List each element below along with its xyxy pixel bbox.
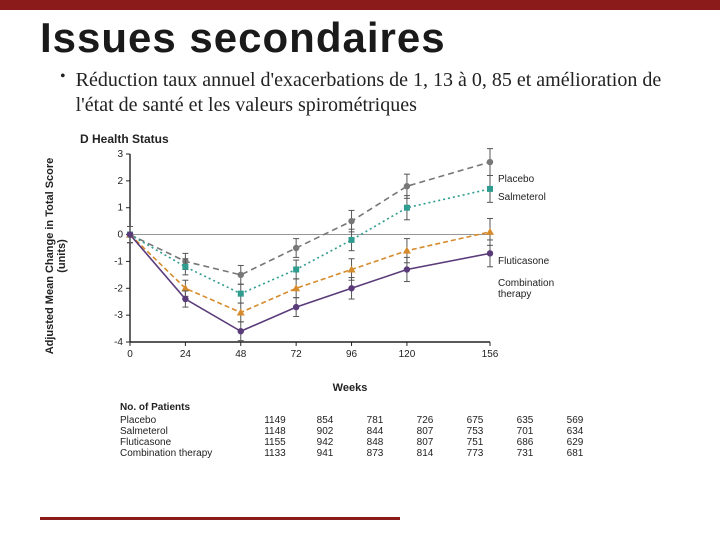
cell: 807 bbox=[400, 437, 450, 448]
panel-d-label: D Health Status bbox=[80, 132, 660, 146]
accent-bottom-bar bbox=[40, 517, 400, 520]
table-row: Placebo1149854781726675635569 bbox=[120, 415, 660, 426]
table-title: No. of Patients bbox=[120, 402, 660, 413]
cell: 634 bbox=[550, 426, 600, 437]
cell: 751 bbox=[450, 437, 500, 448]
chart-area: Adjusted Mean Change in Total Score (uni… bbox=[90, 146, 610, 366]
svg-text:24: 24 bbox=[180, 349, 192, 360]
cell: 854 bbox=[300, 415, 350, 426]
patients-table: No. of Patients Placebo11498547817266756… bbox=[120, 402, 660, 459]
cell: 942 bbox=[300, 437, 350, 448]
cell: 1149 bbox=[250, 415, 300, 426]
row-label: Combination therapy bbox=[120, 448, 250, 459]
cell: 814 bbox=[400, 448, 450, 459]
row-label: Placebo bbox=[120, 415, 250, 426]
row-label: Salmeterol bbox=[120, 426, 250, 437]
svg-text:-2: -2 bbox=[114, 283, 123, 294]
cell: 681 bbox=[550, 448, 600, 459]
cell: 941 bbox=[300, 448, 350, 459]
cell: 807 bbox=[400, 426, 450, 437]
svg-text:96: 96 bbox=[346, 349, 358, 360]
cell: 848 bbox=[350, 437, 400, 448]
slide-title: Issues secondaires bbox=[0, 10, 720, 68]
cell: 873 bbox=[350, 448, 400, 459]
figure-panel: D Health Status Adjusted Mean Change in … bbox=[80, 132, 660, 459]
cell: 1155 bbox=[250, 437, 300, 448]
legend-label-combination-therapy: Combinationtherapy bbox=[498, 278, 554, 300]
cell: 569 bbox=[550, 415, 600, 426]
row-label: Fluticasone bbox=[120, 437, 250, 448]
cell: 1148 bbox=[250, 426, 300, 437]
svg-text:-3: -3 bbox=[114, 310, 123, 321]
cell: 701 bbox=[500, 426, 550, 437]
cell: 686 bbox=[500, 437, 550, 448]
cell: 1133 bbox=[250, 448, 300, 459]
cell: 902 bbox=[300, 426, 350, 437]
bullet-dot: • bbox=[60, 68, 66, 118]
table-row: Combination therapy113394187381477373168… bbox=[120, 448, 660, 459]
y-axis-label-line2: (units) bbox=[56, 239, 68, 273]
cell: 773 bbox=[450, 448, 500, 459]
svg-text:3: 3 bbox=[117, 149, 123, 160]
svg-text:2: 2 bbox=[117, 176, 123, 187]
cell: 629 bbox=[550, 437, 600, 448]
bullet-block: • Réduction taux annuel d'exacerbations … bbox=[0, 68, 720, 118]
svg-text:-4: -4 bbox=[114, 337, 123, 348]
y-axis-label-line1: Adjusted Mean Change in Total Score bbox=[44, 158, 56, 355]
svg-text:1: 1 bbox=[117, 203, 123, 214]
svg-text:48: 48 bbox=[235, 349, 247, 360]
table-row: Salmeterol1148902844807753701634 bbox=[120, 426, 660, 437]
cell: 635 bbox=[500, 415, 550, 426]
cell: 726 bbox=[400, 415, 450, 426]
svg-text:0: 0 bbox=[117, 230, 123, 241]
svg-text:0: 0 bbox=[127, 349, 133, 360]
legend-label-salmeterol: Salmeterol bbox=[498, 192, 546, 203]
bullet-text: Réduction taux annuel d'exacerbations de… bbox=[76, 68, 670, 118]
cell: 781 bbox=[350, 415, 400, 426]
legend-label-placebo: Placebo bbox=[498, 174, 534, 185]
accent-top-bar bbox=[0, 0, 720, 10]
y-axis-label: Adjusted Mean Change in Total Score (uni… bbox=[44, 158, 68, 355]
svg-text:72: 72 bbox=[291, 349, 303, 360]
x-axis-label: Weeks bbox=[333, 382, 368, 394]
cell: 844 bbox=[350, 426, 400, 437]
cell: 731 bbox=[500, 448, 550, 459]
svg-text:156: 156 bbox=[482, 349, 499, 360]
cell: 675 bbox=[450, 415, 500, 426]
table-row: Fluticasone1155942848807751686629 bbox=[120, 437, 660, 448]
svg-text:120: 120 bbox=[399, 349, 416, 360]
svg-text:-1: -1 bbox=[114, 256, 123, 267]
cell: 753 bbox=[450, 426, 500, 437]
legend-label-fluticasone: Fluticasone bbox=[498, 256, 549, 267]
